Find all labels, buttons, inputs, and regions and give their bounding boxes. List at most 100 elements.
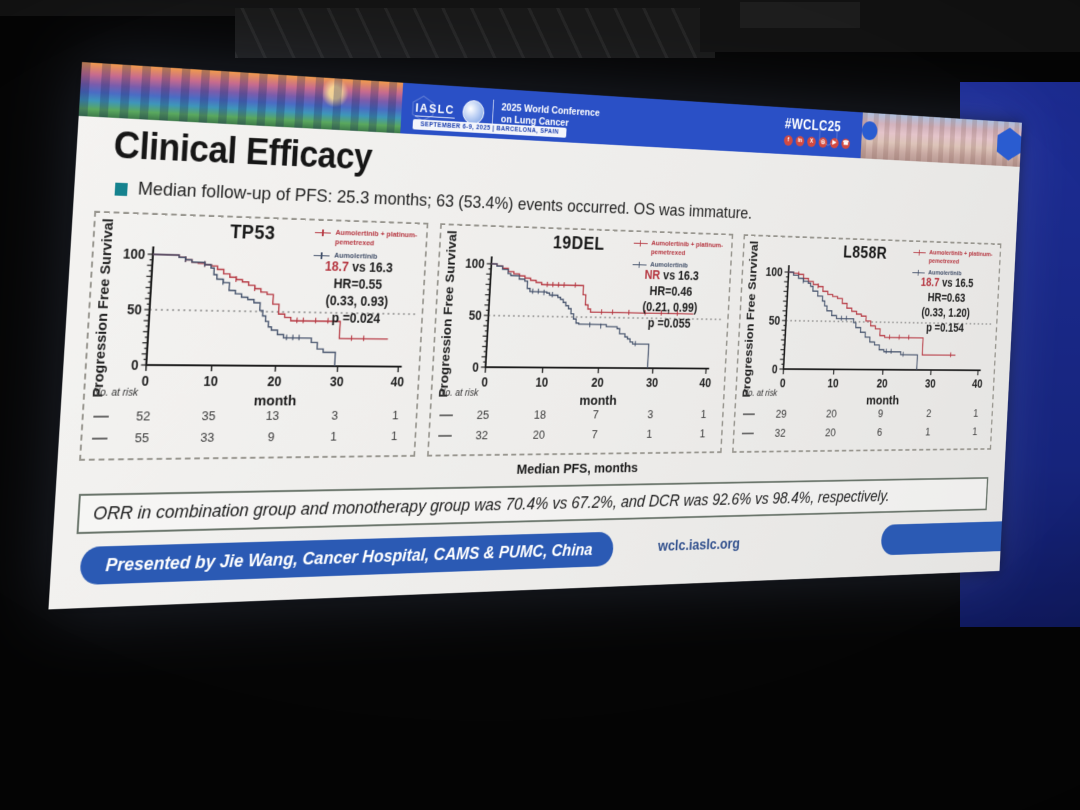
svg-text:10: 10	[203, 374, 219, 389]
sagrada-familia-photo	[860, 112, 1022, 167]
svg-text:0: 0	[779, 377, 786, 390]
median-monotherapy: vs 16.3	[659, 267, 700, 283]
svg-text:29: 29	[775, 407, 787, 420]
median-monotherapy: vs 16.5	[939, 275, 974, 290]
svg-text:10: 10	[827, 377, 839, 390]
svg-text:25: 25	[477, 407, 490, 421]
svg-text:month: month	[579, 393, 617, 409]
svg-text:9: 9	[877, 407, 883, 420]
svg-text:0: 0	[771, 363, 778, 376]
svg-text:30: 30	[646, 376, 659, 390]
svg-text:100: 100	[465, 256, 485, 271]
presented-by-pill: Presented by Jie Wang, Cancer Hospital, …	[79, 531, 614, 585]
svg-text:1: 1	[973, 406, 979, 419]
presentation-slide: IASLC 2025 World Conference on Lung Canc…	[48, 62, 1022, 610]
legend-line-plus-marker-icon	[633, 239, 647, 247]
legend-label: Aumolertinib + platinum-pemetrexed	[928, 248, 993, 266]
svg-text:No. at risk: No. at risk	[93, 387, 140, 398]
km-plot: 0 50 100 0 10 20 30 40 month Progression Free Sur…	[733, 240, 1000, 439]
svg-text:18: 18	[534, 407, 547, 421]
km-plot: 0 50 100 0 10 20 30 40 month Progression Free Sur…	[429, 230, 731, 442]
km-panel-l858r: 0 50 100 0 10 20 30 40 month Progression Free Sur…	[731, 233, 1002, 453]
svg-text:month: month	[253, 392, 297, 409]
svg-text:30: 30	[329, 374, 344, 389]
legend-item-combination: Aumolertinib + platinum-pemetrexed	[913, 248, 995, 267]
svg-text:20: 20	[876, 377, 888, 390]
svg-text:No. at risk: No. at risk	[742, 389, 778, 399]
confidence-interval: (0.21, 0.99)	[642, 299, 698, 315]
slide-body: Clinical Efficacy Median follow-up of PF…	[50, 124, 1020, 586]
blue-circle-decoration	[861, 120, 878, 141]
p-value: p =0.154	[925, 320, 965, 335]
svg-text:9: 9	[267, 429, 275, 444]
svg-text:0: 0	[141, 374, 150, 389]
linkedin-icon: in	[795, 135, 805, 147]
svg-text:2: 2	[926, 407, 932, 420]
legend-line-plus-marker-icon	[315, 228, 331, 237]
legend-item-combination: Aumolertinib + platinum-pemetrexed	[314, 227, 420, 249]
svg-text:0: 0	[131, 358, 140, 373]
km-stats: NR vs 16.3 HR=0.46 (0.21, 0.99) p =0.055	[618, 265, 722, 332]
confidence-interval: (0.33, 0.93)	[325, 292, 389, 310]
median-combination: NR	[644, 267, 661, 282]
p-value: p =0.055	[647, 315, 691, 331]
median-combination: 18.7	[920, 274, 940, 289]
km-charts-row: 0 50 100 0 10 20 30 40 month Progression Free Sur…	[79, 210, 1002, 461]
svg-text:40: 40	[699, 376, 712, 389]
svg-text:Progression Free Survival: Progression Free Survival	[91, 218, 118, 397]
svg-text:3: 3	[647, 407, 654, 421]
facebook-icon: f	[783, 134, 794, 146]
svg-text:32: 32	[475, 428, 488, 442]
svg-text:Progression Free Survival: Progression Free Survival	[437, 230, 460, 397]
svg-text:50: 50	[768, 314, 780, 327]
svg-text:7: 7	[593, 407, 600, 421]
legend-label: Aumolertinib + platinum-pemetrexed	[334, 227, 418, 248]
svg-text:20: 20	[591, 376, 604, 390]
barcelona-skyline-art	[78, 62, 404, 134]
svg-text:30: 30	[924, 377, 935, 390]
ceiling-truss	[235, 8, 715, 58]
svg-text:Progression Free Survival: Progression Free Survival	[741, 240, 761, 397]
svg-text:20: 20	[826, 407, 837, 420]
svg-text:40: 40	[972, 377, 983, 390]
km-panel-tp53: 0 50 100 0 10 20 30 40 month Progression Free Sur…	[79, 210, 429, 461]
svg-text:100: 100	[765, 265, 783, 279]
svg-text:1: 1	[972, 425, 978, 438]
svg-text:32: 32	[774, 426, 786, 439]
km-panel-19del: 0 50 100 0 10 20 30 40 month Progression Free Sur…	[427, 223, 734, 457]
svg-text:50: 50	[469, 308, 483, 322]
svg-text:20: 20	[267, 374, 282, 389]
svg-text:13: 13	[265, 408, 279, 423]
svg-text:33: 33	[200, 430, 215, 445]
confidence-interval: (0.33, 1.20)	[921, 305, 971, 320]
social-icons: f in X ◎ ▶ ☎	[783, 134, 851, 149]
hashtag-block: #WCLC25 f in X ◎ ▶ ☎	[783, 117, 851, 149]
median-monotherapy: vs 16.3	[348, 258, 394, 275]
svg-text:month: month	[866, 393, 900, 408]
svg-text:1: 1	[391, 428, 398, 442]
conference-website: wclc.iaslc.org	[657, 536, 741, 555]
svg-text:0: 0	[481, 375, 488, 389]
svg-text:No. at risk: No. at risk	[439, 388, 480, 398]
km-plot: 0 50 100 0 10 20 30 40 month Progression Free Sur…	[81, 218, 427, 445]
svg-text:1: 1	[646, 427, 653, 441]
svg-text:0: 0	[472, 360, 480, 374]
median-combination: 18.7	[324, 258, 350, 274]
legend-label: Aumolertinib + platinum-pemetrexed	[650, 238, 724, 257]
ceiling-light-patch	[740, 2, 860, 28]
blue-hexagon-decoration	[996, 127, 1021, 161]
x-icon: X	[806, 135, 817, 147]
svg-text:6: 6	[877, 425, 883, 438]
p-value: p =0.024	[331, 310, 381, 327]
svg-text:55: 55	[134, 430, 149, 445]
km-stats: 18.7 vs 16.3 HR=0.55 (0.33, 0.93) p =0.0…	[297, 256, 416, 327]
bullet-square-icon	[114, 182, 128, 196]
km-stats: 18.7 vs 16.5 HR=0.63 (0.33, 1.20) p =0.1…	[900, 273, 992, 336]
svg-text:1: 1	[925, 425, 931, 438]
svg-text:1: 1	[330, 429, 337, 444]
svg-text:100: 100	[123, 246, 146, 262]
footer-right-pill	[880, 520, 1018, 556]
svg-text:10: 10	[535, 375, 549, 389]
hexagon-outline-icon	[818, 122, 838, 147]
